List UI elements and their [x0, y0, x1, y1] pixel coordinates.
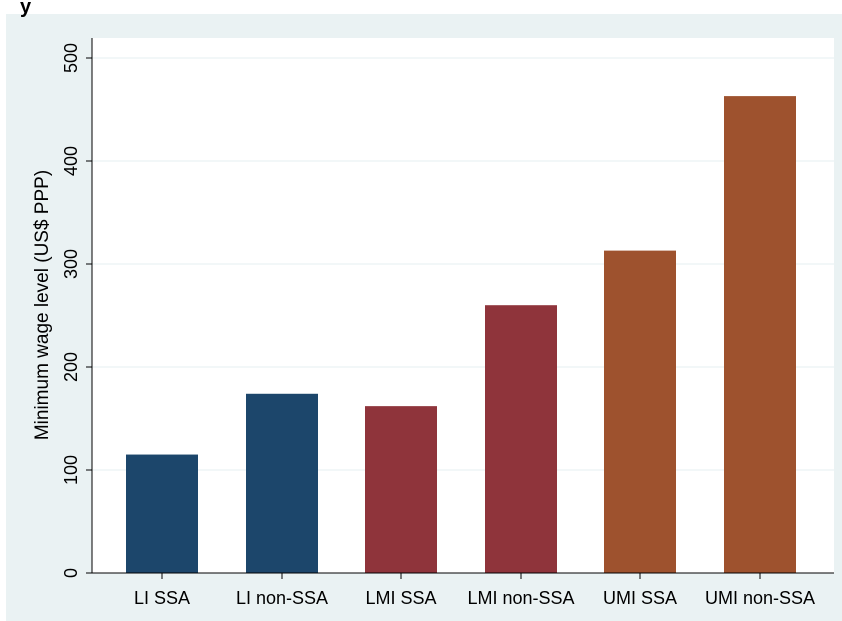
y-tick-label: 200	[61, 352, 81, 382]
y-tick-label: 400	[61, 146, 81, 176]
x-tick-labels: LI SSA LI non-SSA LMI SSA LMI non-SSA UMI SS…	[134, 588, 815, 608]
bar	[365, 406, 437, 573]
grid-lines	[92, 57, 834, 471]
y-axis-title: Minimum wage level (US$ PPP)	[32, 170, 53, 440]
bar	[604, 250, 676, 574]
plot-area	[92, 38, 834, 573]
chart-title: y	[20, 0, 32, 18]
bars	[126, 96, 796, 574]
x-tick-label: LMI SSA	[365, 588, 436, 608]
axes	[86, 38, 834, 579]
x-tick-label: UMI SSA	[603, 588, 677, 608]
bar	[246, 393, 318, 573]
bar	[485, 305, 557, 573]
y-tick-label: 100	[61, 455, 81, 485]
x-tick-label: UMI non-SSA	[705, 588, 815, 608]
y-tick-labels: 0 100 200 300 400 500	[61, 43, 81, 578]
y-tick-label: 500	[61, 43, 81, 73]
y-tick-label: 300	[61, 249, 81, 279]
bar	[724, 96, 796, 574]
x-tick-label: LI non-SSA	[236, 588, 328, 608]
x-tick-label: LMI non-SSA	[467, 588, 574, 608]
bar	[126, 454, 198, 573]
x-tick-label: LI SSA	[134, 588, 190, 608]
y-tick-label: 0	[61, 568, 81, 578]
